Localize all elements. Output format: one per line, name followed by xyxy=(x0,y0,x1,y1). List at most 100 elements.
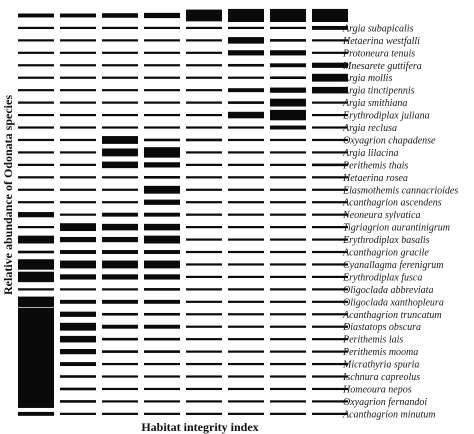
abundance-bar xyxy=(18,320,54,334)
abundance-bar xyxy=(312,126,348,129)
abundance-bar xyxy=(270,50,306,56)
abundance-bar xyxy=(186,362,222,366)
species-label: Ischnura capreolus xyxy=(342,372,420,383)
abundance-bar xyxy=(186,101,222,104)
abundance-bar xyxy=(228,412,264,415)
abundance-bar xyxy=(228,263,264,266)
abundance-bar xyxy=(60,126,96,129)
abundance-bar xyxy=(312,412,348,415)
abundance-bar xyxy=(270,275,306,279)
abundance-bar xyxy=(186,400,222,403)
species-label: Elasmothemis cannacrioides xyxy=(342,185,458,196)
abundance-bar xyxy=(102,362,138,366)
species-label: Acanthagrion gracile xyxy=(342,248,429,259)
abundance-bar xyxy=(312,263,348,266)
abundance-bar xyxy=(312,113,348,117)
species-label: Tigriagrion aurantinigrum xyxy=(343,223,450,234)
x-axis-label: Habitat integrity index xyxy=(141,420,258,434)
abundance-bar xyxy=(228,8,264,22)
abundance-bar xyxy=(186,387,222,391)
abundance-bar xyxy=(312,51,348,54)
abundance-bar xyxy=(228,213,264,216)
abundance-bar xyxy=(228,387,264,391)
abundance-bar xyxy=(270,250,306,254)
abundance-bar xyxy=(186,238,222,241)
abundance-bar xyxy=(270,109,306,121)
abundance-bar xyxy=(144,138,180,142)
species-label: Acanthagrion truncatum xyxy=(342,310,442,321)
abundance-bar xyxy=(228,350,264,353)
abundance-bar xyxy=(102,260,138,269)
abundance-bar xyxy=(18,369,54,384)
abundance-bar xyxy=(312,288,348,291)
abundance-bar xyxy=(228,151,264,154)
abundance-bar xyxy=(144,250,180,254)
abundance-bar xyxy=(60,400,96,403)
abundance-bar xyxy=(18,288,54,291)
species-label: Oxyagrion chapadense xyxy=(343,135,436,146)
abundance-bar xyxy=(144,101,180,104)
abundance-bar xyxy=(270,163,306,166)
abundance-bar xyxy=(18,332,54,346)
abundance-bar xyxy=(102,161,138,169)
abundance-bar xyxy=(228,238,264,241)
abundance-bar xyxy=(144,299,180,304)
abundance-bar xyxy=(312,313,348,316)
abundance-bar xyxy=(186,151,222,154)
abundance-bar xyxy=(18,296,54,308)
abundance-bar xyxy=(18,26,54,30)
abundance-bar xyxy=(144,235,180,244)
species-label: Perithemis thais xyxy=(342,160,408,171)
abundance-bar xyxy=(144,274,180,280)
abundance-bar xyxy=(18,212,54,218)
abundance-bar xyxy=(102,223,138,231)
abundance-bar xyxy=(102,212,138,217)
abundance-bar xyxy=(270,387,306,391)
abundance-bar xyxy=(102,76,138,79)
abundance-bar xyxy=(102,288,138,291)
abundance-bar xyxy=(60,274,96,280)
abundance-bar xyxy=(60,151,96,154)
abundance-bar xyxy=(60,201,96,204)
abundance-bar xyxy=(60,335,96,343)
abundance-bar xyxy=(228,325,264,328)
abundance-bar xyxy=(18,101,54,104)
abundance-bar xyxy=(18,250,54,254)
abundance-bar xyxy=(18,345,54,359)
abundance-bar xyxy=(144,113,180,117)
abundance-bar xyxy=(18,64,54,67)
abundance-bar xyxy=(312,338,348,341)
abundance-bar xyxy=(102,51,138,54)
abundance-bar xyxy=(186,176,222,179)
abundance-bar xyxy=(18,138,54,142)
abundance-bar xyxy=(102,412,138,415)
abundance-bars xyxy=(18,8,348,416)
abundance-bar xyxy=(270,313,306,316)
abundance-bar xyxy=(186,412,222,415)
species-label: Acanthagrion minutum xyxy=(342,409,436,420)
abundance-bar xyxy=(228,338,264,341)
abundance-bar xyxy=(312,8,348,22)
abundance-bar xyxy=(144,223,180,231)
abundance-bar xyxy=(228,63,264,67)
abundance-bar xyxy=(60,101,96,104)
species-label: Erythrodiplax juliana xyxy=(342,111,430,122)
abundance-bar xyxy=(144,362,180,366)
abundance-bar xyxy=(60,236,96,243)
abundance-bar xyxy=(312,250,348,254)
species-label: Homeoura nepos xyxy=(342,384,412,395)
abundance-bar xyxy=(60,163,96,166)
abundance-bar xyxy=(270,288,306,291)
abundance-bar xyxy=(186,201,222,204)
abundance-bar xyxy=(102,375,138,378)
species-label: Erythrodiplax fusca xyxy=(342,272,422,283)
abundance-bar xyxy=(270,8,306,22)
abundance-bar xyxy=(270,26,306,30)
species-label: Oxyagrion fernandoi xyxy=(343,397,427,408)
abundance-bar xyxy=(270,300,306,303)
abundance-bar xyxy=(270,176,306,179)
abundance-bar xyxy=(312,325,348,328)
abundance-bar xyxy=(102,89,138,92)
abundance-bar xyxy=(60,260,96,269)
species-label: Perithemis mooma xyxy=(342,347,418,358)
